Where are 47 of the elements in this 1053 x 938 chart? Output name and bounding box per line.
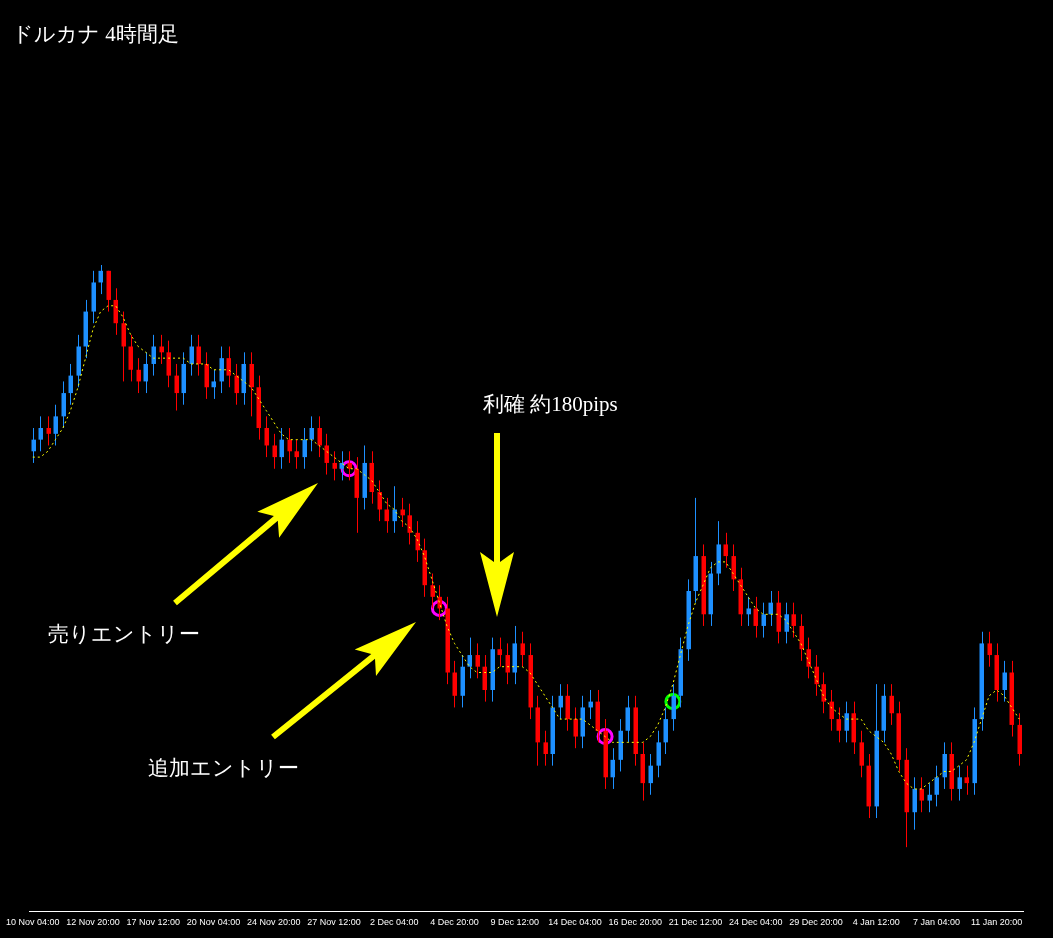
chart-title: ドルカナ 4時間足: [12, 21, 179, 48]
x-tick-label: 10 Nov 04:00: [6, 917, 60, 928]
candlestick: [859, 730, 865, 778]
candlestick: [121, 311, 127, 382]
x-tick-label: 11 Jan 20:00: [970, 917, 1023, 928]
candlestick: [497, 637, 503, 668]
candlestick: [294, 439, 300, 470]
x-tick-label: 24 Dec 04:00: [728, 917, 783, 928]
candlestick: [520, 631, 526, 668]
candlestick: [332, 450, 338, 481]
x-tick-label: 16 Dec 20:00: [608, 917, 662, 928]
candlestick: [761, 602, 767, 639]
point: [664, 693, 682, 711]
x-tick-label: 27 Nov 12:00: [307, 917, 361, 928]
candlestick: [211, 369, 217, 400]
x-tick-label: 9 Dec 12:00: [490, 917, 539, 928]
candlestick: [475, 642, 481, 679]
x-tick-label: 12 Nov 20:00: [66, 917, 120, 928]
x-tick-label: 24 Nov 20:00: [246, 917, 301, 928]
candlestick: [934, 765, 940, 807]
candlestick: [746, 596, 752, 627]
candlestick: [964, 765, 970, 796]
candlestick: [543, 730, 549, 767]
candlestick: [987, 631, 993, 668]
candlestick: [791, 602, 797, 639]
annotation: 追加エントリー: [148, 755, 299, 782]
x-tick-label: 29 Dec 20:00: [789, 917, 843, 928]
candlestick: [723, 532, 729, 569]
candlestick: [957, 765, 963, 802]
candlestick: [625, 695, 631, 743]
x-tick-label: 4 Dec 20:00: [430, 917, 479, 928]
x-tick-label: 4 Jan 12:00: [852, 917, 900, 928]
candlestick: [38, 415, 44, 452]
candlestick: [656, 730, 662, 778]
candlestick: [927, 782, 933, 813]
x-tick-label: 7 Jan 04:00: [912, 917, 960, 928]
annotation: 売りエントリー: [48, 621, 200, 648]
candlestick: [836, 706, 842, 743]
x-tick-label: 14 Dec 04:00: [548, 917, 602, 928]
x-tick-label: 21 Dec 12:00: [668, 917, 723, 928]
annotation: 利確 約180pips: [483, 391, 618, 418]
x-tick-label: 2 Dec 04:00: [369, 917, 419, 928]
candlestick: [272, 433, 278, 470]
x-tick-label: 17 Nov 12:00: [126, 917, 181, 928]
x-tick-label: 20 Nov 04:00: [186, 917, 241, 928]
candlestick: [46, 415, 52, 446]
candlestick: [53, 404, 59, 446]
